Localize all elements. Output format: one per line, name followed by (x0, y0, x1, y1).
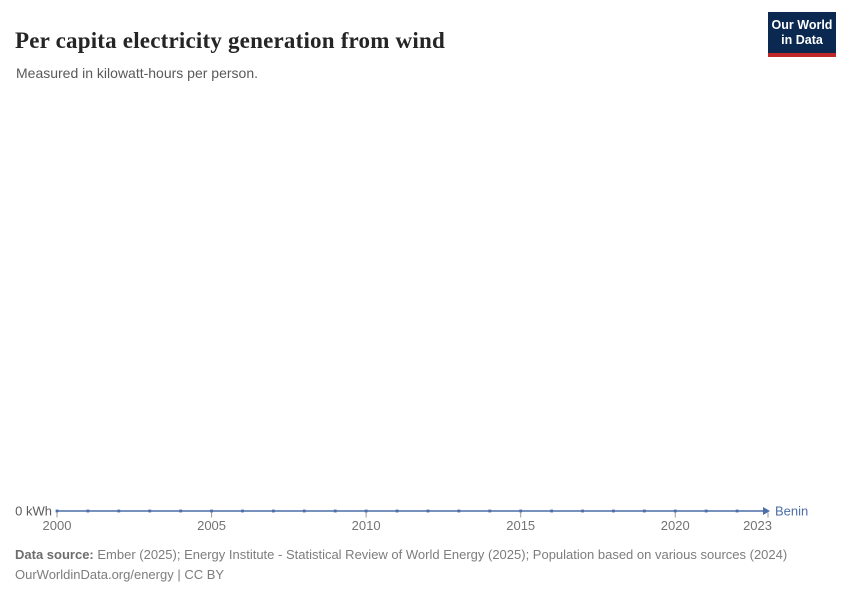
data-point[interactable] (612, 509, 615, 513)
owid-logo-line1: Our World (771, 18, 833, 32)
data-point[interactable] (179, 509, 183, 513)
chart-subtitle: Measured in kilowatt-hours per person. (16, 65, 259, 81)
x-tick-label: 2020 (661, 518, 690, 533)
data-point[interactable] (333, 509, 337, 513)
owid-logo[interactable]: Our World in Data (768, 12, 836, 57)
x-tick-label: 2010 (352, 518, 381, 533)
data-point[interactable] (271, 509, 275, 513)
data-point[interactable] (395, 509, 399, 513)
data-source-label: Data source: (15, 547, 94, 562)
data-point[interactable] (673, 509, 677, 513)
series-label-benin[interactable]: Benin (775, 504, 808, 519)
data-source-line: Data source: Ember (2025); Energy Instit… (15, 545, 787, 565)
x-tick-label: 2023 (743, 518, 772, 533)
data-point[interactable] (86, 509, 90, 513)
data-point[interactable] (457, 509, 461, 513)
data-point[interactable] (519, 509, 523, 513)
data-point[interactable] (148, 509, 152, 513)
data-point[interactable] (488, 509, 492, 513)
data-point[interactable] (241, 509, 244, 513)
data-point[interactable] (364, 509, 368, 513)
axis-svg: 2000 2005 2010 2015 2020 2023 0 kWh Benin (15, 504, 808, 534)
data-point[interactable] (117, 509, 121, 513)
data-point[interactable] (704, 509, 708, 513)
data-source-text: Ember (2025); Energy Institute - Statist… (93, 547, 788, 562)
data-point[interactable] (581, 509, 584, 513)
data-point[interactable] (642, 509, 646, 513)
chart-title: Per capita electricity generation from w… (15, 28, 445, 54)
data-point[interactable] (426, 509, 430, 513)
x-tick-label: 2005 (197, 518, 226, 533)
x-tick-label: 2000 (43, 518, 72, 533)
chart-footer: Data source: Ember (2025); Energy Instit… (15, 545, 787, 585)
data-point-last[interactable] (763, 507, 770, 515)
owid-logo-line2: in Data (781, 33, 823, 47)
license-line[interactable]: OurWorldinData.org/energy | CC BY (15, 567, 225, 582)
data-point[interactable] (735, 509, 739, 513)
data-point[interactable] (302, 509, 306, 513)
data-point[interactable] (210, 509, 213, 513)
y-axis-zero-label: 0 kWh (15, 504, 52, 519)
data-point[interactable] (55, 509, 59, 513)
data-point[interactable] (550, 509, 554, 513)
x-tick-label: 2015 (506, 518, 535, 533)
